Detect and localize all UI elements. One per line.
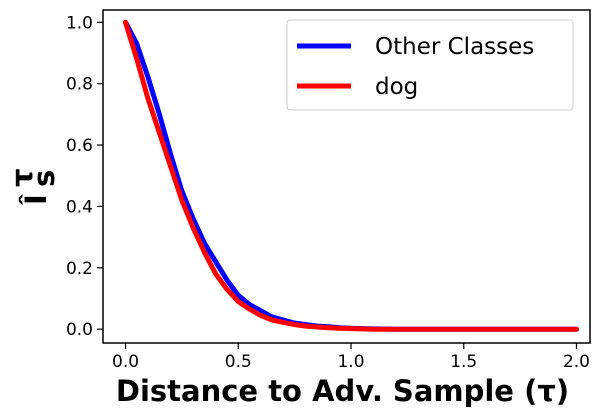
y-tick-label: 0.8 (66, 75, 93, 95)
y-axis-title: Î τ s (5, 168, 61, 205)
series-line-dog (123, 19, 579, 332)
plot-lines (123, 19, 579, 332)
legend-label: Other Classes (375, 34, 534, 60)
y-axis-title-subscript: s (27, 170, 61, 187)
legend-box (286, 19, 574, 111)
x-tick-label: 1.5 (450, 352, 477, 372)
y-axis-title-superscript: τ (5, 168, 39, 187)
x-axis-title: Distance to Adv. Sample (τ) (116, 374, 569, 408)
x-axis-ticks: 0.0 0.5 1.0 1.5 2.0 (112, 343, 590, 372)
legend-label: dog (375, 74, 418, 100)
y-tick-label: 0.0 (66, 320, 93, 340)
y-tick-label: 0.4 (66, 197, 93, 217)
plot-frame (102, 9, 591, 344)
x-tick-label: 0.5 (225, 352, 252, 372)
y-axis-title-main: Î (19, 194, 53, 205)
y-tick-label: 0.6 (66, 136, 93, 156)
legend: Other Classes dog (286, 19, 574, 111)
y-tick-label: 1.0 (66, 13, 93, 33)
y-tick-label: 0.2 (66, 259, 93, 279)
x-tick-label: 0.0 (112, 352, 139, 372)
y-axis-ticks: 0.0 0.2 0.4 0.6 0.8 1.0 (66, 13, 103, 340)
x-tick-label: 2.0 (563, 352, 590, 372)
x-tick-label: 1.0 (337, 352, 364, 372)
